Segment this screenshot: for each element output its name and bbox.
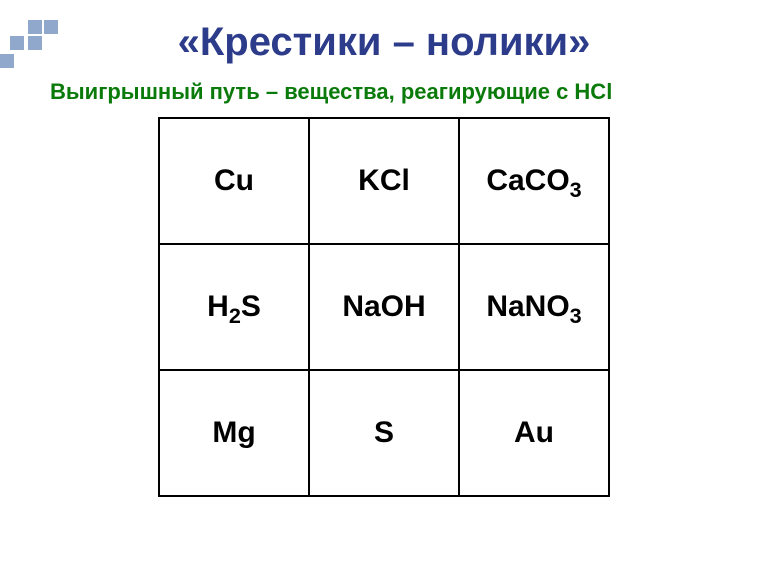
deco-square [0, 54, 14, 68]
grid-cell: CaCO3 [459, 118, 609, 244]
grid-cell: S [309, 370, 459, 496]
tic-tac-toe-grid: CuKClCaCO3H2SNaOHNaNO3MgSAu [158, 117, 610, 497]
deco-square [10, 36, 24, 50]
grid-cell: NaOH [309, 244, 459, 370]
grid-row: CuKClCaCO3 [159, 118, 609, 244]
deco-square [44, 20, 58, 34]
grid-row: MgSAu [159, 370, 609, 496]
grid-container: CuKClCaCO3H2SNaOHNaNO3MgSAu [0, 117, 768, 497]
slide-subtitle: Выигрышный путь – вещества, реагирующие … [50, 79, 768, 105]
grid-cell: KCl [309, 118, 459, 244]
grid-cell: NaNO3 [459, 244, 609, 370]
grid-cell: Au [459, 370, 609, 496]
deco-square [28, 20, 42, 34]
grid-cell: Mg [159, 370, 309, 496]
subscript: 2 [229, 303, 241, 328]
subscript: 3 [570, 303, 582, 328]
subscript: 3 [570, 177, 582, 202]
grid-cell: H2S [159, 244, 309, 370]
grid-cell: Cu [159, 118, 309, 244]
slide-title: «Крестики – нолики» [0, 20, 768, 65]
deco-square [28, 36, 42, 50]
grid-row: H2SNaOHNaNO3 [159, 244, 609, 370]
